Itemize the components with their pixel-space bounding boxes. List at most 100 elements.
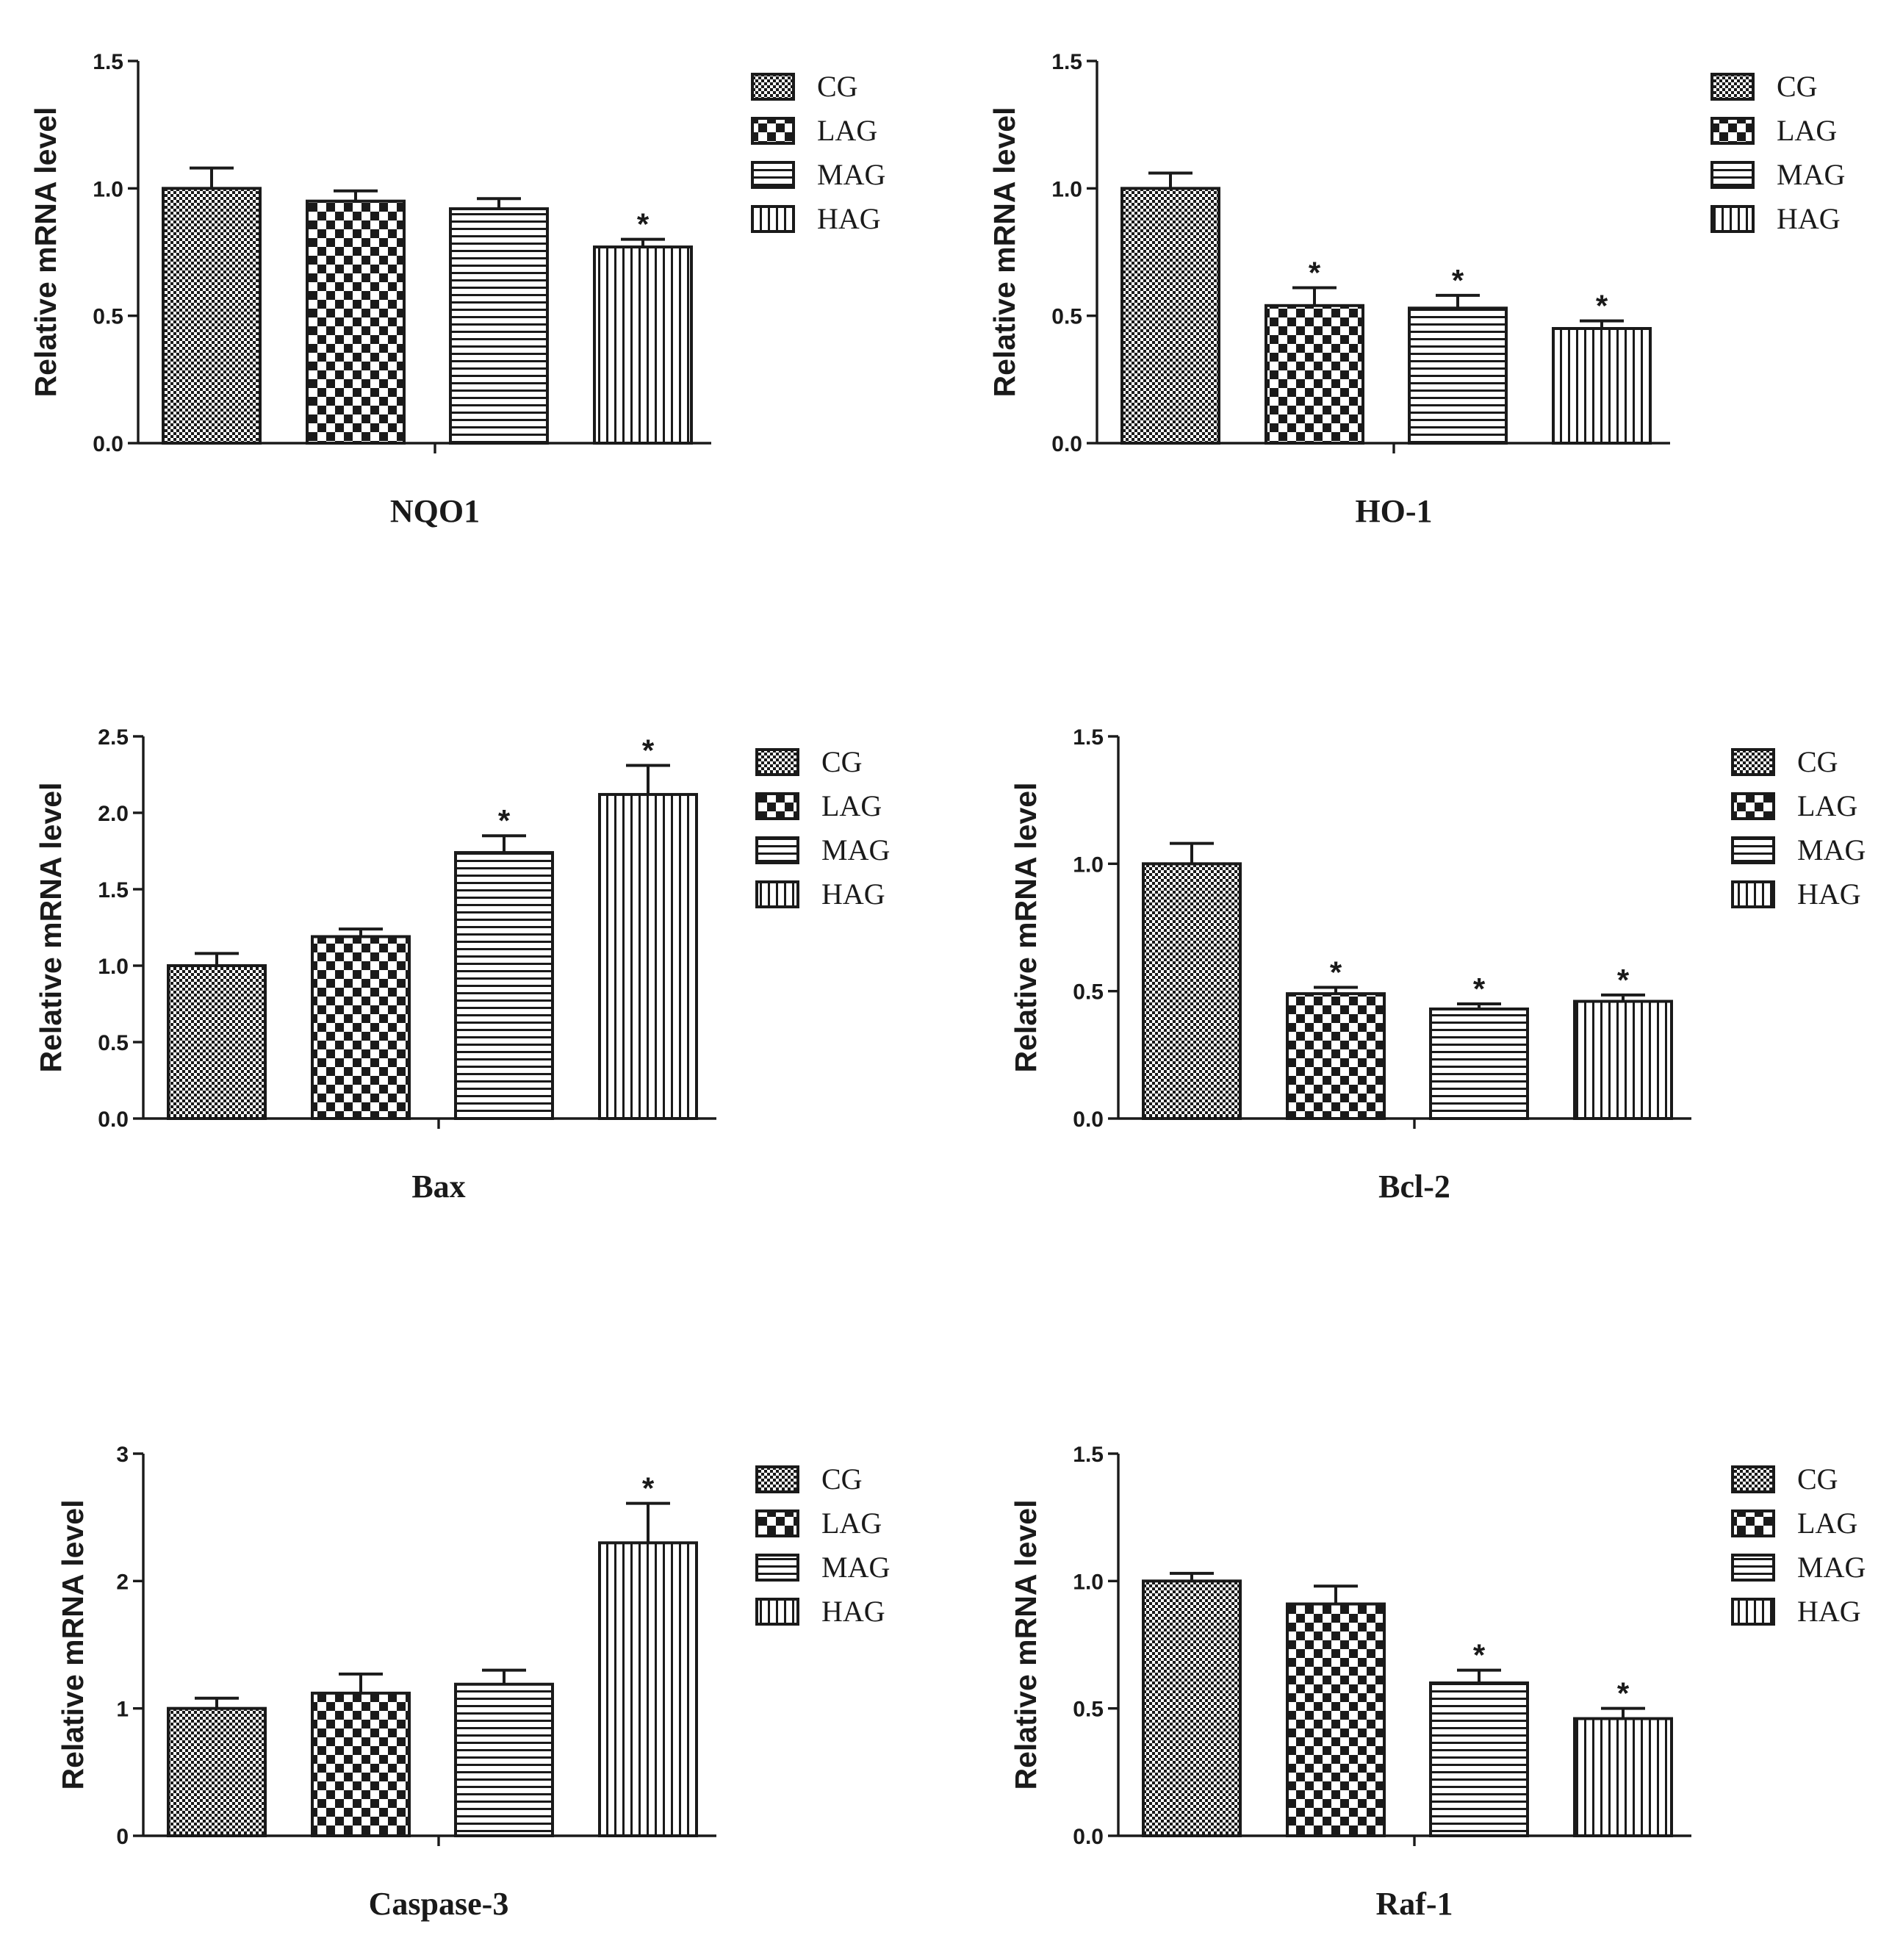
bar-hag [1573, 1717, 1673, 1838]
legend: CG LAG MAG HAG [755, 745, 890, 911]
legend-label-cg: CG [817, 70, 858, 103]
legend-label-hag: HAG [1797, 877, 1861, 911]
significance-star: * [498, 803, 511, 838]
y-tick-label: 1.5 [93, 50, 123, 74]
legend-swatch-lag [755, 1510, 799, 1537]
y-tick-label: 1.0 [1073, 852, 1104, 877]
legend-label-lag: LAG [821, 1507, 882, 1540]
chart-panel-raf-1: 0.0 0.5 1.0 1.5 * * Relative mRNA level Raf-1 CG… [1009, 1443, 1866, 1922]
y-axis-label: Relative mRNA level [988, 107, 1021, 398]
significance-star: * [1473, 972, 1486, 1006]
bar-mag [1429, 1007, 1529, 1121]
legend-swatch-hag [751, 205, 795, 233]
bar-lag [1286, 992, 1386, 1120]
y-tick-label: 0.0 [1073, 1825, 1104, 1849]
legend-swatch-hag [755, 880, 799, 908]
bar-lag [311, 935, 411, 1120]
x-axis-label: Caspase-3 [369, 1886, 509, 1922]
legend-swatch-mag [1710, 161, 1755, 189]
bar-lag [306, 199, 406, 445]
bar-cg [167, 964, 267, 1120]
legend: CG LAG MAG HAG [1731, 745, 1866, 911]
bar-cg [1142, 862, 1242, 1121]
bar-mag [454, 1682, 554, 1838]
bar-lag [1265, 304, 1364, 445]
legend-swatch-lag [1731, 1510, 1775, 1537]
legend-swatch-lag [755, 792, 799, 820]
y-tick-label: 0.0 [98, 1108, 129, 1132]
y-tick-label: 0.0 [1051, 432, 1082, 456]
legend-swatch-cg [755, 748, 799, 776]
chart-panel-nqo1: 0.0 0.5 1.0 1.5 * Relative mRNA level NQO1 CG LA… [29, 50, 885, 529]
y-axis-label: Relative mRNA level [1009, 1500, 1043, 1790]
y-tick-label: 0.5 [93, 305, 123, 329]
legend-label-lag: LAG [1797, 789, 1857, 822]
legend-label-lag: LAG [1777, 114, 1837, 147]
y-tick-label: 1.0 [1051, 177, 1082, 201]
y-tick-label: 1.0 [1073, 1570, 1104, 1594]
y-axis-label: Relative mRNA level [56, 1500, 90, 1790]
legend: CG LAG MAG HAG [1731, 1462, 1866, 1628]
y-tick-label: 0.5 [1073, 1698, 1104, 1722]
x-axis-label: NQO1 [390, 493, 480, 529]
legend-label-hag: HAG [821, 877, 885, 911]
y-tick-label: 0.5 [1073, 980, 1104, 1005]
y-tick-label: 2.0 [98, 802, 129, 826]
bar-cg [162, 187, 262, 445]
legend: CG LAG MAG HAG [1710, 70, 1845, 235]
bar-mag [449, 207, 549, 445]
legend-label-mag: MAG [817, 158, 885, 191]
legend-swatch-lag [751, 117, 795, 145]
legend-swatch-mag [755, 836, 799, 864]
bar-mag [1408, 306, 1508, 445]
legend-swatch-cg [1710, 73, 1755, 101]
legend-label-cg: CG [821, 1462, 863, 1496]
legend-swatch-lag [1710, 117, 1755, 145]
significance-star: * [642, 733, 655, 768]
legend-label-hag: HAG [1777, 202, 1841, 235]
bar-hag [598, 793, 698, 1121]
y-tick-label: 1.5 [1073, 725, 1104, 750]
y-tick-label: 1.0 [98, 955, 129, 979]
y-tick-label: 0.0 [1073, 1108, 1104, 1132]
significance-star: * [1330, 955, 1342, 989]
legend-label-lag: LAG [1797, 1507, 1857, 1540]
y-axis-label: Relative mRNA level [29, 107, 62, 398]
significance-star: * [1452, 263, 1464, 298]
legend-swatch-lag [1731, 792, 1775, 820]
bar-mag [1429, 1681, 1529, 1837]
legend-label-mag: MAG [821, 1551, 890, 1584]
significance-star: * [1617, 1676, 1630, 1711]
legend-label-hag: HAG [817, 202, 881, 235]
legend-swatch-hag [1731, 880, 1775, 908]
bar-lag [311, 1691, 411, 1838]
legend-swatch-cg [751, 73, 795, 101]
legend-label-mag: MAG [1777, 158, 1845, 191]
chart-panel-bax: 0.0 0.5 1.0 1.5 2.0 2.5 * * Relative mRNA level B… [34, 725, 890, 1205]
y-tick-label: 2 [116, 1570, 129, 1594]
y-axis-label: Relative mRNA level [34, 783, 68, 1073]
y-axis-label: Relative mRNA level [1009, 783, 1043, 1073]
bar-hag [1552, 327, 1652, 445]
legend-swatch-hag [755, 1598, 799, 1626]
legend-label-mag: MAG [1797, 833, 1866, 866]
chart-panel-bcl-2: 0.0 0.5 1.0 1.5 * * * Relative mRNA level Bcl-2 C… [1009, 725, 1866, 1205]
legend: CG LAG MAG HAG [755, 1462, 890, 1628]
chart-panel-ho-1: 0.0 0.5 1.0 1.5 * * * Relative mRNA level HO-1 CG… [988, 50, 1845, 529]
bar-hag [593, 245, 693, 445]
y-tick-label: 3 [116, 1443, 129, 1467]
y-tick-label: 0 [116, 1825, 129, 1849]
legend-swatch-cg [1731, 748, 1775, 776]
legend-label-cg: CG [1797, 745, 1838, 778]
legend-swatch-mag [1731, 1554, 1775, 1582]
significance-star: * [1617, 963, 1630, 997]
legend-label-mag: MAG [821, 833, 890, 866]
x-axis-label: Bax [411, 1169, 465, 1205]
y-tick-label: 1.5 [1051, 50, 1082, 74]
legend-swatch-mag [751, 161, 795, 189]
chart-panel-caspase-3: 0 1 2 3 * Relative mRNA level Caspase-3 CG LAG MA… [56, 1443, 890, 1922]
y-tick-label: 1.5 [98, 878, 129, 902]
legend-swatch-cg [1731, 1465, 1775, 1493]
y-tick-label: 2.5 [98, 725, 129, 750]
